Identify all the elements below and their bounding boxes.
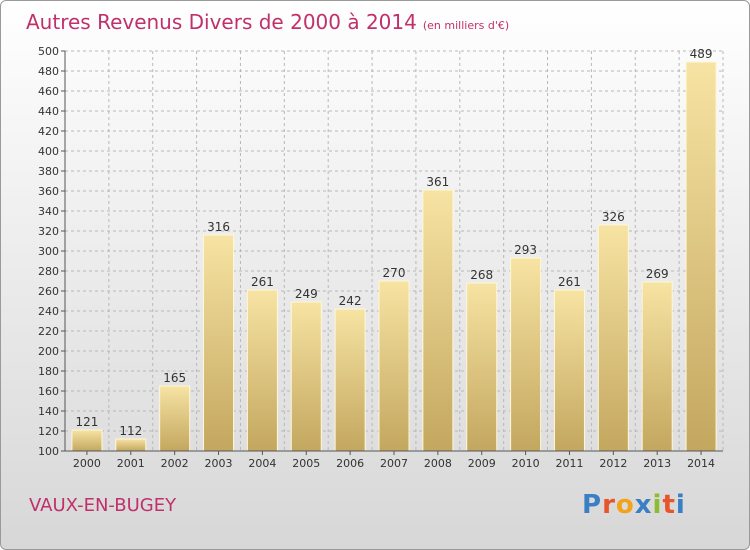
x-tick-label: 2005 — [292, 457, 320, 470]
data-label: 268 — [470, 268, 493, 282]
y-tick-label: 440 — [38, 105, 59, 118]
x-tick-label: 2002 — [161, 457, 189, 470]
bar — [378, 280, 410, 452]
axes: 100 120 140 160 180 200 220 240 260 280 300 320 340 3… — [38, 45, 723, 470]
y-tick-label: 200 — [38, 345, 59, 358]
x-tick-label: 2003 — [205, 457, 233, 470]
bar — [510, 257, 542, 452]
data-label: 293 — [514, 243, 537, 257]
y-tick-label: 160 — [38, 385, 59, 398]
y-tick-label: 180 — [38, 365, 59, 378]
x-tick-label: 2007 — [380, 457, 408, 470]
y-tick-label: 260 — [38, 285, 59, 298]
x-tick-label: 2006 — [336, 457, 364, 470]
logo-letter: t — [662, 490, 676, 520]
chart-title-main: Autres Revenus Divers de 2000 à 2014 — [26, 10, 417, 34]
y-tick-label: 400 — [38, 145, 59, 158]
logo-letter: P — [582, 490, 603, 520]
data-label: 242 — [339, 294, 362, 308]
bar — [203, 234, 235, 452]
data-label: 112 — [119, 424, 142, 438]
logo-letter: i — [652, 490, 663, 520]
x-tick-label: 2000 — [73, 457, 101, 470]
y-tick-label: 100 — [38, 445, 59, 458]
y-tick-label: 120 — [38, 425, 59, 438]
y-tick-label: 320 — [38, 225, 59, 238]
x-tick-label: 2009 — [468, 457, 496, 470]
y-tick-label: 420 — [38, 125, 59, 138]
proxiti-logo: Proxiti — [582, 490, 686, 520]
x-tick-label: 2008 — [424, 457, 452, 470]
chart-title-unit: (en milliers d'€) — [422, 19, 510, 32]
logo-letter: x — [634, 490, 653, 520]
y-tick-label: 240 — [38, 305, 59, 318]
data-label: 261 — [558, 275, 581, 289]
bar — [115, 438, 147, 452]
bar — [159, 385, 191, 452]
data-label: 165 — [163, 371, 186, 385]
data-label: 361 — [426, 175, 449, 189]
data-label: 249 — [295, 287, 318, 301]
y-tick-label: 480 — [38, 65, 59, 78]
bar — [290, 301, 322, 452]
logo-letter: r — [602, 490, 616, 520]
y-tick-label: 360 — [38, 185, 59, 198]
data-label: 489 — [690, 47, 713, 61]
data-label: 316 — [207, 220, 230, 234]
bar — [641, 281, 673, 452]
logo-letter: i — [675, 490, 686, 520]
y-tick-label: 460 — [38, 85, 59, 98]
bar — [466, 282, 498, 452]
x-tick-label: 2011 — [555, 457, 583, 470]
y-tick-label: 140 — [38, 405, 59, 418]
x-tick-label: 2014 — [687, 457, 715, 470]
y-tick-label: 220 — [38, 325, 59, 338]
y-tick-label: 500 — [38, 45, 59, 58]
x-tick-label: 2013 — [643, 457, 671, 470]
data-label: 261 — [251, 275, 274, 289]
x-tick-label: 2001 — [117, 457, 145, 470]
bar — [422, 189, 454, 452]
bar — [334, 308, 366, 452]
x-tick-label: 2004 — [248, 457, 276, 470]
y-tick-label: 380 — [38, 165, 59, 178]
y-tick-label: 300 — [38, 245, 59, 258]
bar — [246, 289, 278, 452]
bar — [553, 289, 585, 452]
data-label: 326 — [602, 210, 625, 224]
x-tick-label: 2010 — [512, 457, 540, 470]
chart-title: Autres Revenus Divers de 2000 à 2014 (en … — [26, 10, 509, 34]
bar — [71, 429, 103, 452]
data-label: 270 — [383, 266, 406, 280]
y-tick-label: 280 — [38, 265, 59, 278]
y-tick-label: 340 — [38, 205, 59, 218]
bars: 121 112 165 316 261 249 242 270 361 268 293 261 326 2… — [71, 47, 717, 452]
data-label: 269 — [646, 267, 669, 281]
logo-letter: o — [615, 490, 635, 520]
data-label: 121 — [75, 415, 98, 429]
bar — [597, 224, 629, 452]
commune-name: VAUX-EN-BUGEY — [29, 495, 177, 516]
x-tick-label: 2012 — [599, 457, 627, 470]
bar — [685, 61, 717, 452]
